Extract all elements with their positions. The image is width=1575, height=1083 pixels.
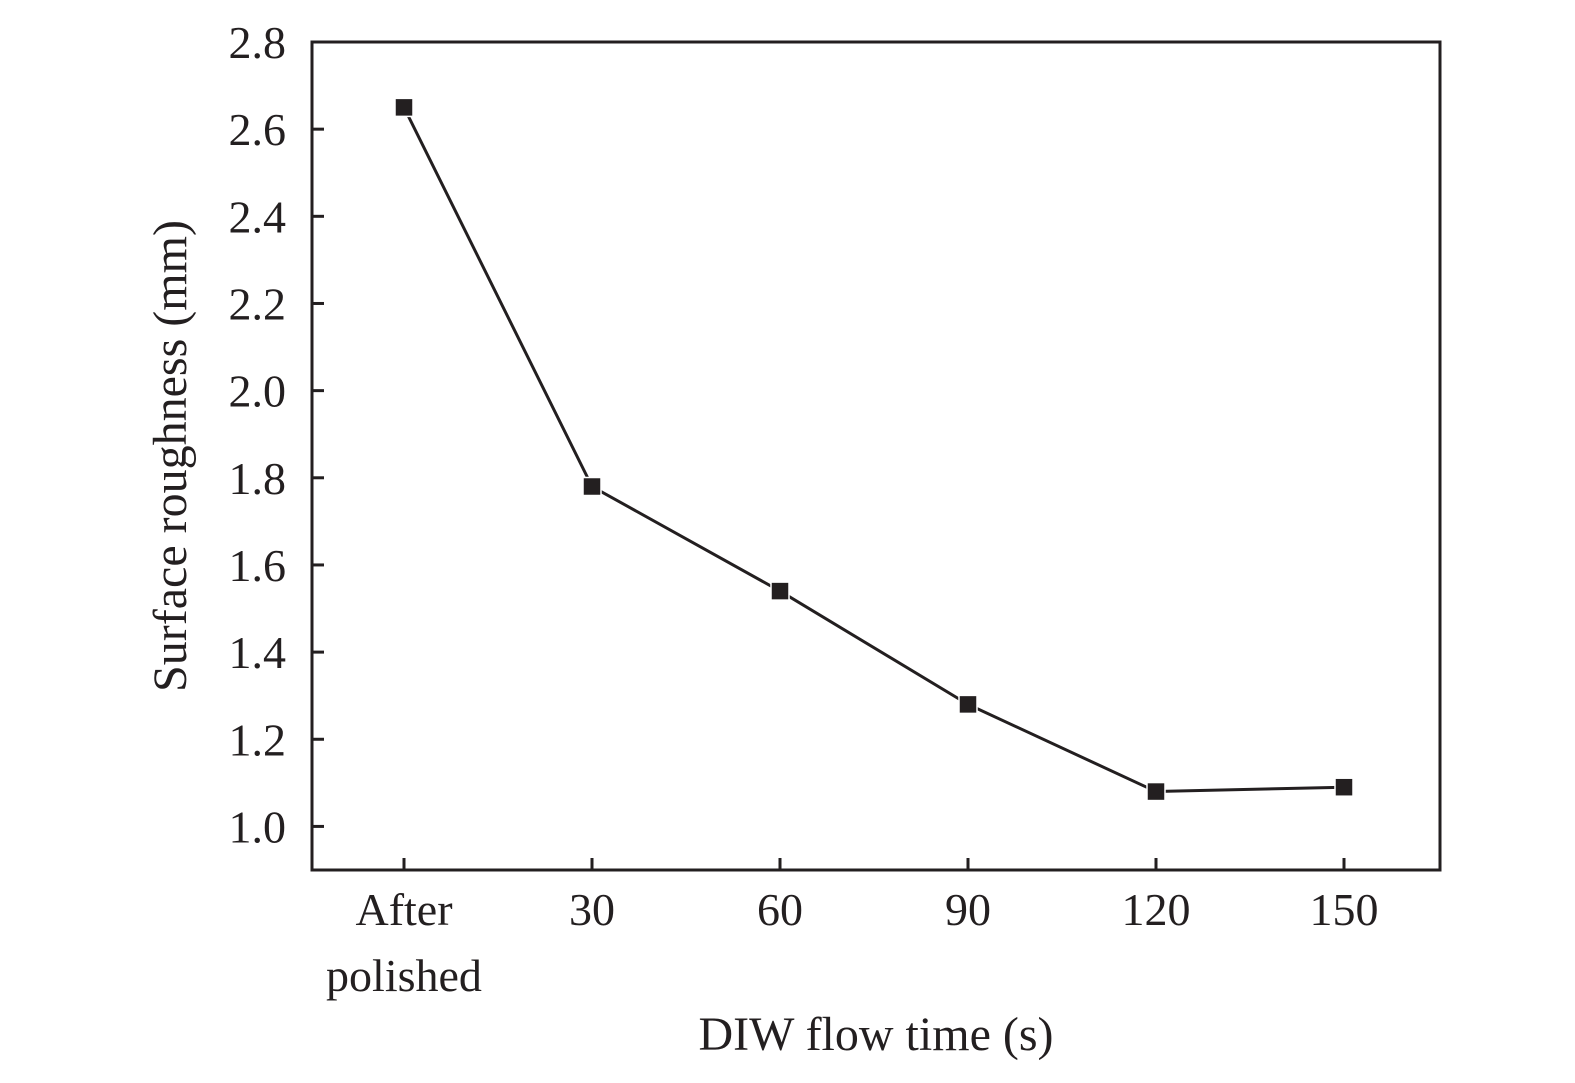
- y-tick-label: 1.8: [229, 453, 287, 504]
- y-axis: 1.0 1.2 1.4 1.6 1.8 2.0 2.2 2.4 2.6 2.8: [229, 17, 324, 852]
- y-tick-label: 1.0: [229, 801, 287, 852]
- y-tick-label: 2.4: [229, 191, 287, 242]
- data-point-marker: [582, 476, 602, 497]
- y-tick-label: 2.0: [229, 366, 287, 417]
- y-axis-title: Surface roughness (mm): [144, 220, 197, 692]
- plot-frame: [310, 40, 1442, 872]
- data-point-marker: [1146, 781, 1166, 802]
- data-point-marker: [770, 581, 790, 601]
- series-group: [394, 97, 1354, 802]
- x-axis-title: DIW flow time (s): [698, 1008, 1053, 1061]
- x-tick-label: 60: [757, 884, 803, 935]
- x-tick-label: 120: [1122, 884, 1191, 935]
- y-tick-label: 1.4: [229, 627, 287, 678]
- x-axis: After polished 30 60 90 120 150: [326, 858, 1379, 1001]
- data-point-marker: [958, 694, 978, 715]
- data-point-marker: [394, 97, 414, 118]
- x-tick-label: 150: [1310, 884, 1379, 935]
- y-tick-label: 2.2: [229, 278, 287, 329]
- x-tick-label: 90: [945, 884, 991, 935]
- x-tick-label: After polished: [326, 884, 482, 1001]
- y-tick-label: 1.2: [229, 714, 287, 765]
- x-tick-label: 30: [569, 884, 615, 935]
- data-point-marker: [1334, 777, 1354, 797]
- series-line: [402, 106, 1345, 794]
- y-tick-label: 1.6: [229, 540, 287, 591]
- y-tick-label: 2.8: [229, 17, 287, 68]
- y-tick-label: 2.6: [229, 104, 287, 155]
